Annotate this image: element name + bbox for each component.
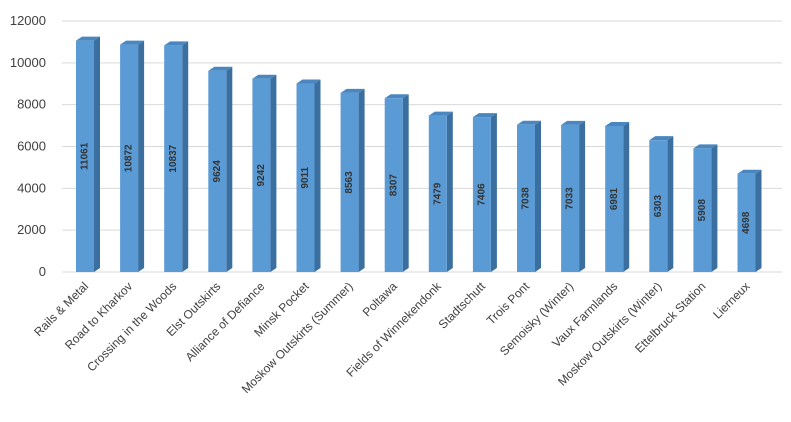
bar [164, 41, 189, 273]
bar-side-face [579, 120, 586, 272]
bar [296, 79, 321, 272]
bar-side-face [226, 66, 233, 272]
bar [605, 121, 630, 273]
bar-side-face [711, 144, 718, 272]
data-label: 10837 [168, 144, 179, 172]
y-tick-label: 2000 [17, 222, 46, 237]
y-tick-label: 0 [39, 264, 46, 279]
bar [693, 144, 718, 272]
bar-front-face [120, 44, 139, 273]
bar [208, 66, 233, 272]
bar-side-face [270, 74, 277, 272]
bar-top-face [164, 41, 189, 46]
bar-side-face [314, 79, 321, 272]
bar-front-face [649, 140, 668, 272]
bar-front-face [472, 117, 491, 273]
data-label: 7033 [565, 187, 576, 210]
bar-side-face [490, 113, 497, 273]
bar-top-face [605, 121, 630, 126]
x-category-label: Lierneux [710, 279, 752, 321]
data-label: 9624 [212, 160, 223, 183]
bar-top-face [340, 88, 365, 93]
bar-side-face [402, 94, 409, 273]
bar-side-face [358, 88, 365, 272]
bar-front-face [164, 45, 183, 273]
bar-front-face [340, 92, 359, 272]
bar [517, 120, 541, 272]
bar-side-face [755, 169, 762, 272]
bar [252, 74, 277, 272]
bar-top-face [517, 120, 541, 125]
data-label: 11061 [80, 142, 91, 170]
bar-top-face [693, 144, 718, 149]
bar-front-face [605, 125, 624, 273]
bar [472, 113, 497, 273]
bar-top-face [208, 66, 233, 71]
data-label: 9242 [256, 164, 267, 187]
x-category-label: Semoisky (Winter) [497, 279, 576, 358]
bar-top-face [428, 111, 453, 116]
bar-side-face [667, 136, 674, 272]
bar-top-face [296, 79, 321, 84]
y-axis-tick-labels: 0 2000 4000 6000 8000 10000 12000 [10, 13, 46, 279]
data-label: 7406 [477, 183, 488, 206]
bar-side-face [138, 40, 145, 273]
data-label: 7479 [432, 182, 443, 205]
bar-front-face [208, 70, 227, 272]
bar-side-face [94, 36, 100, 273]
bar-side-face [182, 41, 189, 273]
bar-side-face [535, 120, 541, 272]
bar-front-face [296, 83, 315, 272]
bar [340, 88, 365, 272]
bar-front-face [252, 78, 271, 272]
bar-side-face [446, 111, 453, 273]
data-labels: 11061 10872 10837 9624 9242 9011 8563 8307 7479 7… [80, 142, 753, 234]
x-category-label: Poltawa [360, 279, 400, 319]
bar [384, 94, 409, 273]
bar-front-face [517, 124, 535, 272]
bar-front-face [693, 148, 712, 272]
data-label: 8307 [388, 174, 399, 197]
bar-front-face [561, 124, 580, 272]
bar-top-face [384, 94, 409, 99]
data-label: 4698 [741, 211, 752, 234]
bar-top-face [737, 169, 762, 174]
data-label: 7038 [521, 187, 532, 210]
data-label: 5908 [697, 199, 708, 222]
bar [428, 111, 453, 273]
data-label: 10872 [124, 144, 135, 172]
y-tick-label: 12000 [10, 13, 46, 28]
bars [76, 36, 762, 273]
bar-front-face [384, 98, 403, 273]
bar-side-face [623, 121, 630, 273]
bar [120, 40, 145, 273]
bar-top-face [561, 120, 586, 125]
bar [737, 169, 762, 272]
bar-top-face [252, 74, 277, 79]
x-category-label: Alliance of Defiance [183, 279, 268, 364]
y-tick-label: 10000 [10, 55, 46, 70]
bar-front-face [737, 173, 756, 272]
y-tick-label: 8000 [17, 97, 46, 112]
x-category-label: Stadtschutt [436, 279, 489, 332]
data-label: 8563 [344, 171, 355, 194]
bar [649, 136, 674, 272]
bar-top-face [76, 36, 100, 41]
bar [561, 120, 586, 272]
bar-top-face [120, 40, 145, 45]
bar-top-face [649, 136, 674, 141]
bar-top-face [472, 113, 497, 118]
data-label: 6981 [609, 187, 620, 210]
bar [76, 36, 100, 273]
y-tick-label: 4000 [17, 180, 46, 195]
y-tick-label: 6000 [17, 139, 46, 154]
bar-front-face [76, 40, 94, 273]
data-label: 6303 [653, 195, 664, 218]
data-label: 9011 [300, 166, 311, 188]
bar-front-face [428, 115, 447, 273]
